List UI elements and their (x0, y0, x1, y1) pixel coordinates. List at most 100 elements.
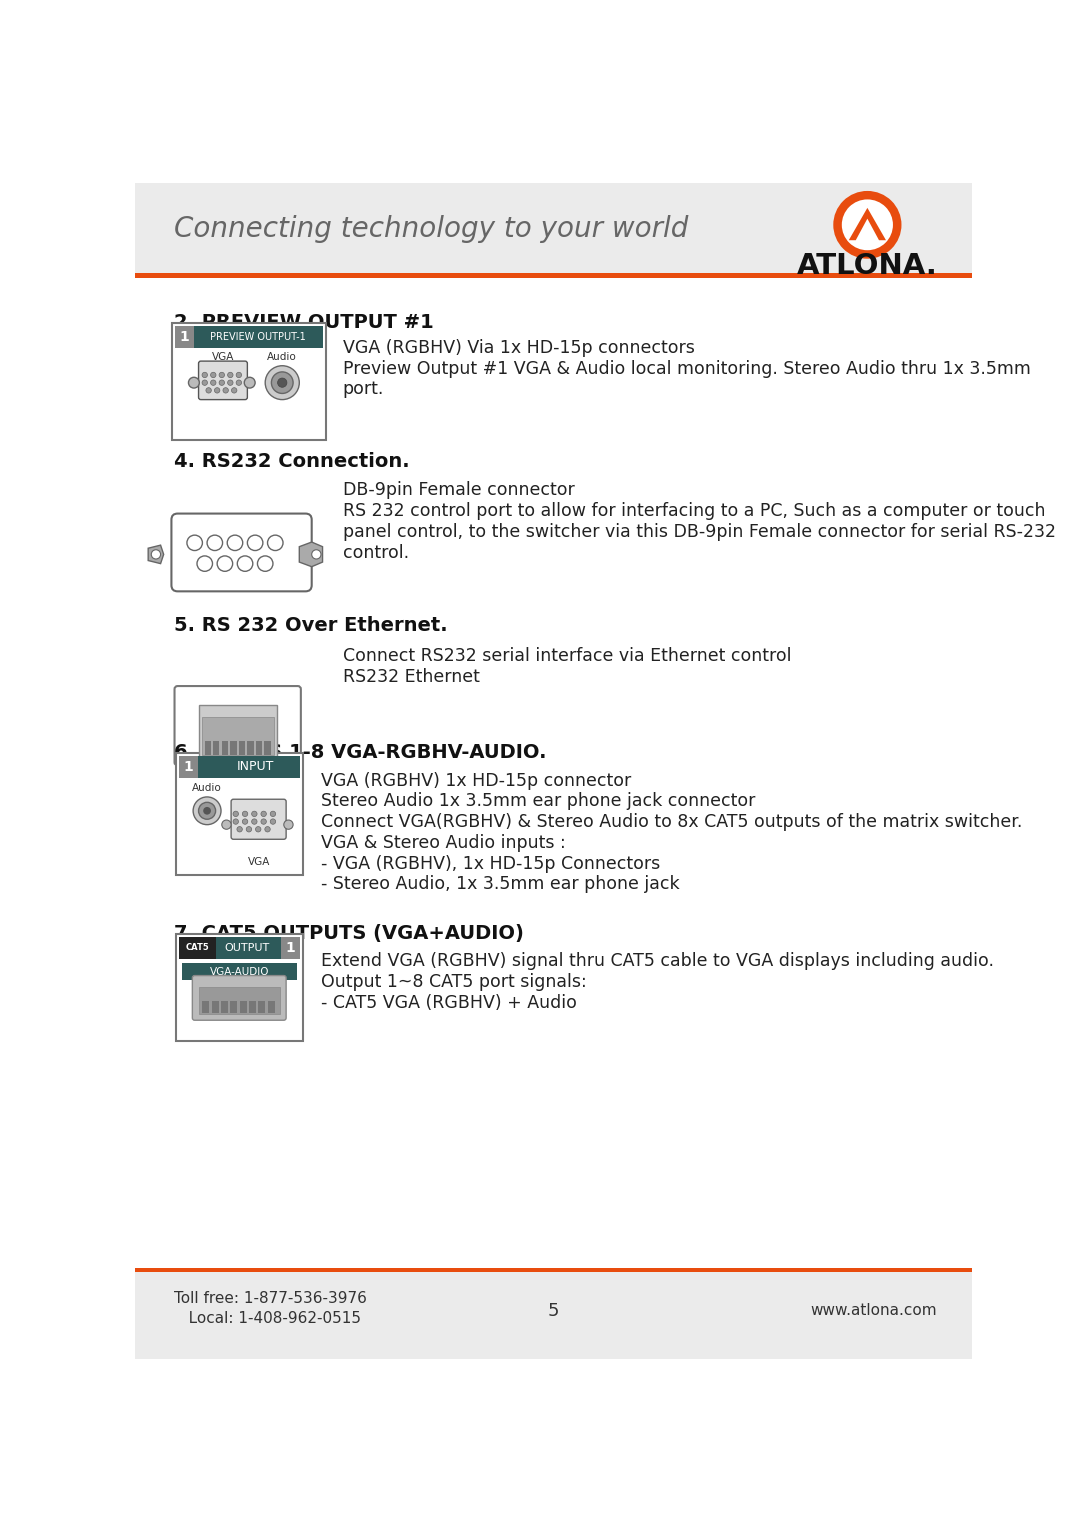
FancyBboxPatch shape (135, 273, 972, 278)
Circle shape (270, 818, 275, 825)
FancyBboxPatch shape (200, 704, 276, 759)
FancyBboxPatch shape (231, 799, 286, 840)
Text: - Stereo Audio, 1x 3.5mm ear phone jack: - Stereo Audio, 1x 3.5mm ear phone jack (321, 875, 679, 893)
Circle shape (242, 818, 247, 825)
Text: Connect RS232 serial interface via Ethernet control: Connect RS232 serial interface via Ether… (342, 647, 792, 664)
Circle shape (265, 826, 270, 832)
FancyBboxPatch shape (199, 360, 247, 400)
Circle shape (237, 826, 242, 832)
FancyBboxPatch shape (175, 686, 301, 765)
Circle shape (247, 534, 262, 551)
FancyBboxPatch shape (268, 1002, 274, 1014)
Circle shape (228, 380, 233, 385)
FancyBboxPatch shape (221, 741, 228, 754)
FancyBboxPatch shape (265, 741, 271, 754)
FancyBboxPatch shape (176, 753, 303, 875)
Text: VGA: VGA (247, 857, 270, 867)
FancyBboxPatch shape (192, 976, 286, 1020)
Circle shape (219, 373, 225, 377)
FancyBboxPatch shape (135, 183, 972, 273)
Circle shape (206, 388, 212, 392)
Circle shape (217, 556, 232, 571)
Circle shape (189, 377, 200, 388)
FancyBboxPatch shape (282, 938, 300, 959)
FancyBboxPatch shape (202, 1002, 210, 1014)
FancyBboxPatch shape (172, 324, 326, 440)
Circle shape (199, 802, 216, 820)
Text: 7. CAT5 OUTPUTS (VGA+AUDIO): 7. CAT5 OUTPUTS (VGA+AUDIO) (174, 924, 524, 944)
FancyBboxPatch shape (258, 1002, 266, 1014)
Circle shape (270, 811, 275, 817)
Text: PREVIEW OUTPUT-1: PREVIEW OUTPUT-1 (211, 333, 306, 342)
Circle shape (233, 818, 239, 825)
Text: Audio: Audio (268, 353, 297, 362)
Text: port.: port. (342, 380, 384, 399)
Circle shape (193, 797, 221, 825)
Text: Connecting technology to your world: Connecting technology to your world (174, 215, 688, 243)
FancyBboxPatch shape (135, 1267, 972, 1272)
Text: - CAT5 VGA (RGBHV) + Audio: - CAT5 VGA (RGBHV) + Audio (321, 994, 577, 1012)
Circle shape (238, 556, 253, 571)
Text: VGA: VGA (212, 353, 234, 362)
Text: RS 232 control port to allow for interfacing to a PC, Such as a computer or touc: RS 232 control port to allow for interfa… (342, 502, 1045, 521)
FancyBboxPatch shape (256, 741, 262, 754)
Text: - VGA (RGBHV), 1x HD-15p Connectors: - VGA (RGBHV), 1x HD-15p Connectors (321, 855, 660, 872)
Circle shape (203, 806, 211, 814)
Text: www.atlona.com: www.atlona.com (810, 1303, 937, 1318)
Circle shape (228, 373, 233, 377)
FancyBboxPatch shape (179, 756, 300, 777)
Circle shape (222, 388, 228, 392)
Circle shape (237, 380, 242, 385)
Circle shape (233, 811, 239, 817)
Text: VGA & Stereo Audio inputs :: VGA & Stereo Audio inputs : (321, 834, 566, 852)
FancyBboxPatch shape (176, 935, 303, 1041)
FancyBboxPatch shape (221, 1002, 228, 1014)
Text: control.: control. (342, 544, 409, 562)
Circle shape (202, 380, 207, 385)
Text: Local: 1-408-962-0515: Local: 1-408-962-0515 (174, 1312, 361, 1327)
FancyBboxPatch shape (179, 756, 198, 777)
Text: CAT5: CAT5 (186, 944, 210, 953)
Text: panel control, to the switcher via this DB-9pin Female connector for serial RS-2: panel control, to the switcher via this … (342, 522, 1056, 541)
Circle shape (261, 818, 267, 825)
Polygon shape (148, 545, 164, 563)
Text: VGA (RGBHV) Via 1x HD-15p connectors: VGA (RGBHV) Via 1x HD-15p connectors (342, 339, 694, 357)
Circle shape (242, 811, 247, 817)
Circle shape (312, 550, 321, 559)
Ellipse shape (841, 200, 893, 250)
Circle shape (231, 388, 237, 392)
FancyBboxPatch shape (135, 278, 972, 1267)
Circle shape (202, 373, 207, 377)
Text: 1: 1 (184, 760, 193, 774)
Text: ATLONA.: ATLONA. (797, 252, 937, 279)
FancyBboxPatch shape (213, 741, 219, 754)
Text: Connect VGA(RGBHV) & Stereo Audio to 8x CAT5 outputs of the matrix switcher.: Connect VGA(RGBHV) & Stereo Audio to 8x … (321, 812, 1023, 831)
FancyBboxPatch shape (179, 938, 300, 959)
Circle shape (187, 534, 202, 551)
FancyBboxPatch shape (230, 1002, 238, 1014)
Circle shape (207, 534, 222, 551)
Circle shape (252, 811, 257, 817)
Text: Preview Output #1 VGA & Audio local monitoring. Stereo Audio thru 1x 3.5mm: Preview Output #1 VGA & Audio local moni… (342, 359, 1030, 377)
FancyBboxPatch shape (247, 741, 254, 754)
FancyBboxPatch shape (183, 964, 297, 980)
Text: DB-9pin Female connector: DB-9pin Female connector (342, 481, 575, 499)
Text: VGA-AUDIO: VGA-AUDIO (210, 967, 269, 977)
Text: VGA (RGBHV) 1x HD-15p connector: VGA (RGBHV) 1x HD-15p connector (321, 771, 631, 789)
Text: RS232 Ethernet: RS232 Ethernet (342, 667, 480, 686)
Circle shape (197, 556, 213, 571)
Text: 4. RS232 Connection.: 4. RS232 Connection. (174, 452, 409, 470)
Polygon shape (299, 542, 323, 567)
Circle shape (266, 366, 299, 400)
Circle shape (252, 818, 257, 825)
Circle shape (211, 373, 216, 377)
FancyBboxPatch shape (240, 1002, 246, 1014)
Text: Audio: Audio (192, 783, 222, 794)
FancyBboxPatch shape (212, 1002, 218, 1014)
Text: INPUT: INPUT (237, 760, 274, 773)
Text: 1: 1 (286, 941, 296, 954)
FancyBboxPatch shape (175, 327, 194, 348)
FancyBboxPatch shape (199, 986, 280, 1014)
Text: 1: 1 (179, 330, 189, 344)
Circle shape (219, 380, 225, 385)
